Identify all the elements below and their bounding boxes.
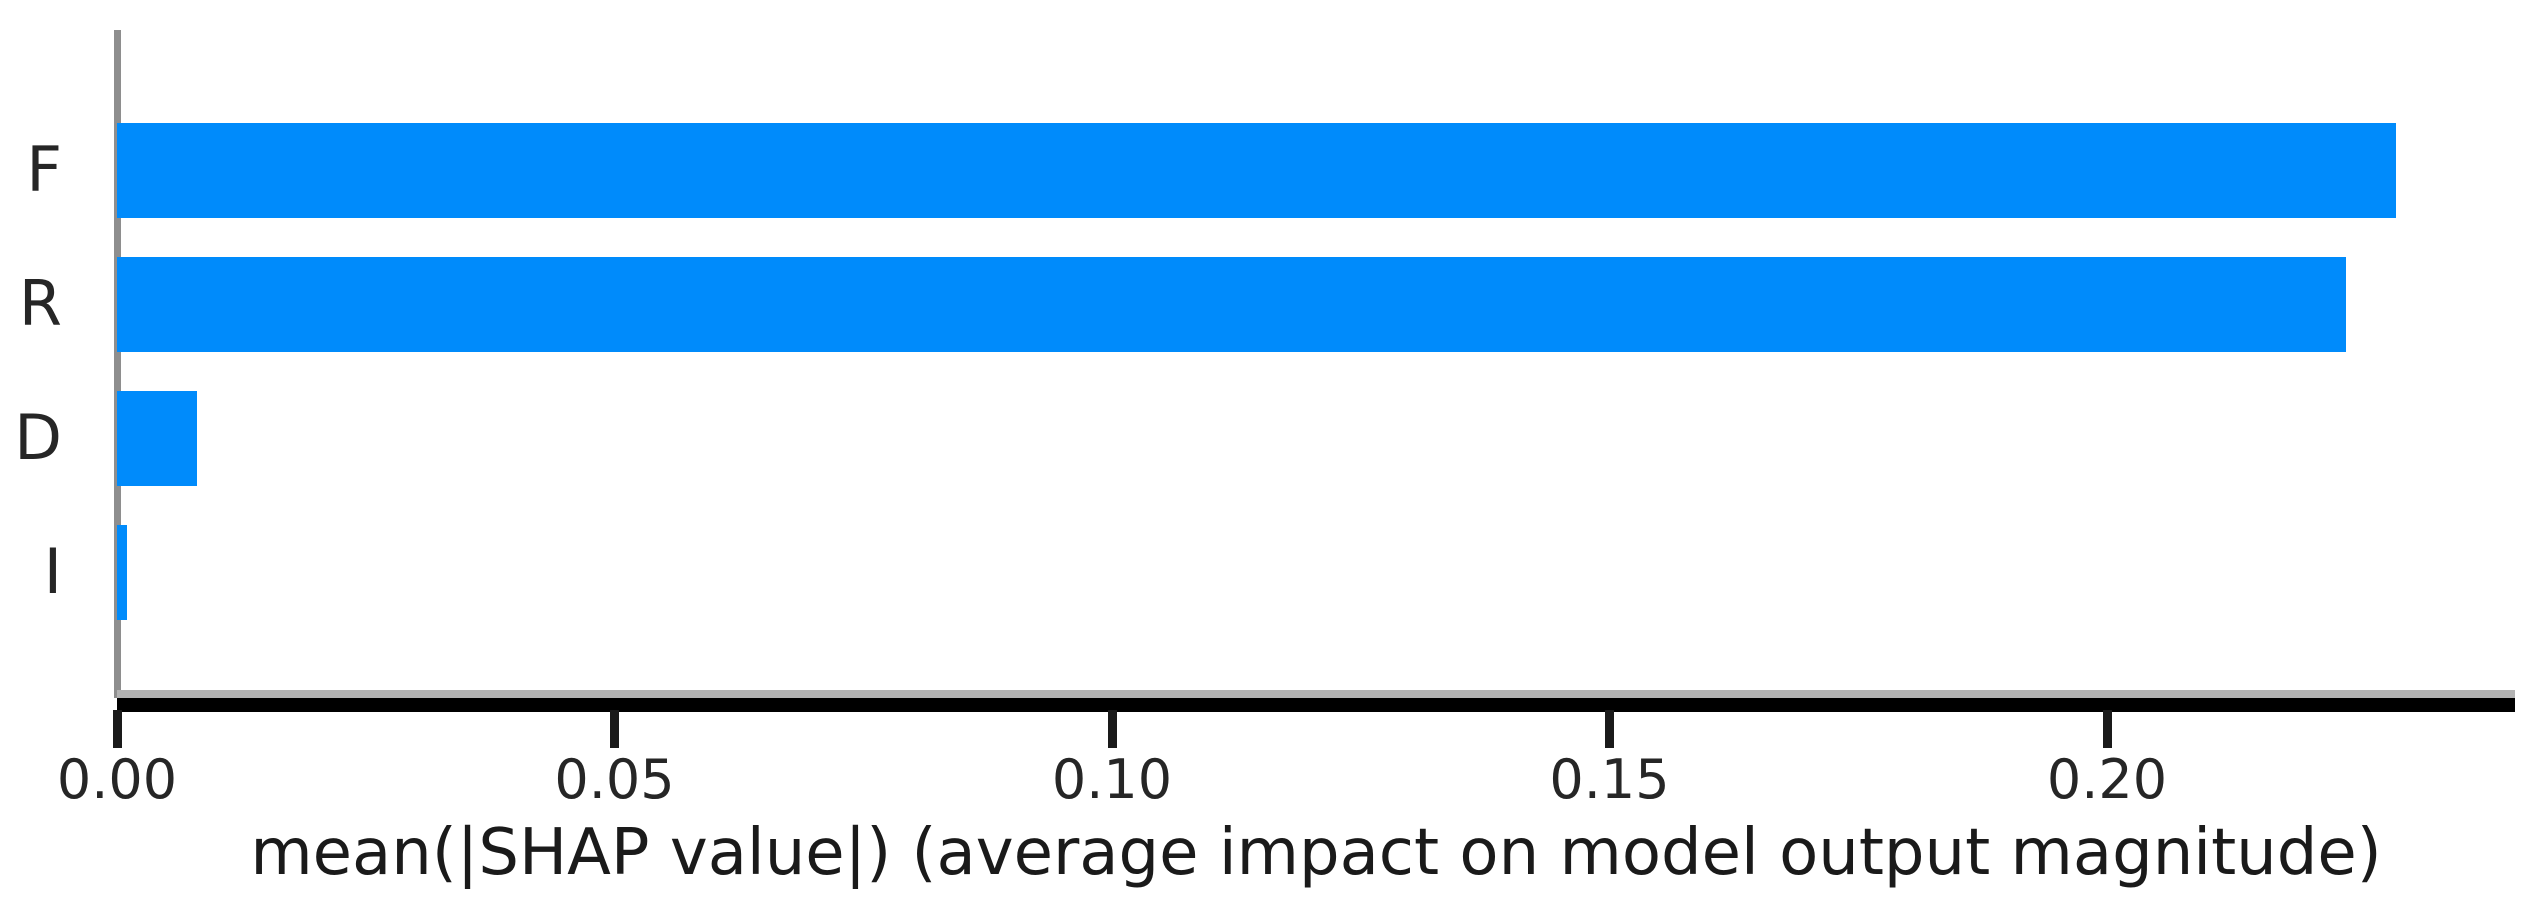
x-tick-label-0.00: 0.00 [56,748,178,811]
x-axis-title: mean(|SHAP value|) (average impact on mo… [250,816,2382,890]
x-axis-line [117,690,2515,712]
bar-F [117,122,2396,218]
x-tick-mark-0.05 [610,710,619,748]
bar-I [117,524,127,620]
bar-D [117,390,197,486]
bar-R [117,256,2346,352]
y-tick-label-I: I [43,535,62,608]
x-tick-mark-0.10 [1107,710,1117,748]
x-tick-label-0.15: 0.15 [1549,748,1670,811]
y-tick-label-D: D [14,401,62,474]
x-tick-label-0.10: 0.10 [1051,748,1173,811]
y-tick-label-R: R [18,267,62,340]
y-axis-spine [114,30,121,698]
x-tick-label-0.20: 0.20 [2046,748,2168,811]
x-tick-mark-0.20 [2102,710,2112,748]
x-tick-mark-0.15 [1605,710,1615,748]
y-tick-label-F: F [26,133,62,206]
x-tick-mark-0.00 [112,710,122,748]
x-tick-label-0.05: 0.05 [554,748,675,811]
